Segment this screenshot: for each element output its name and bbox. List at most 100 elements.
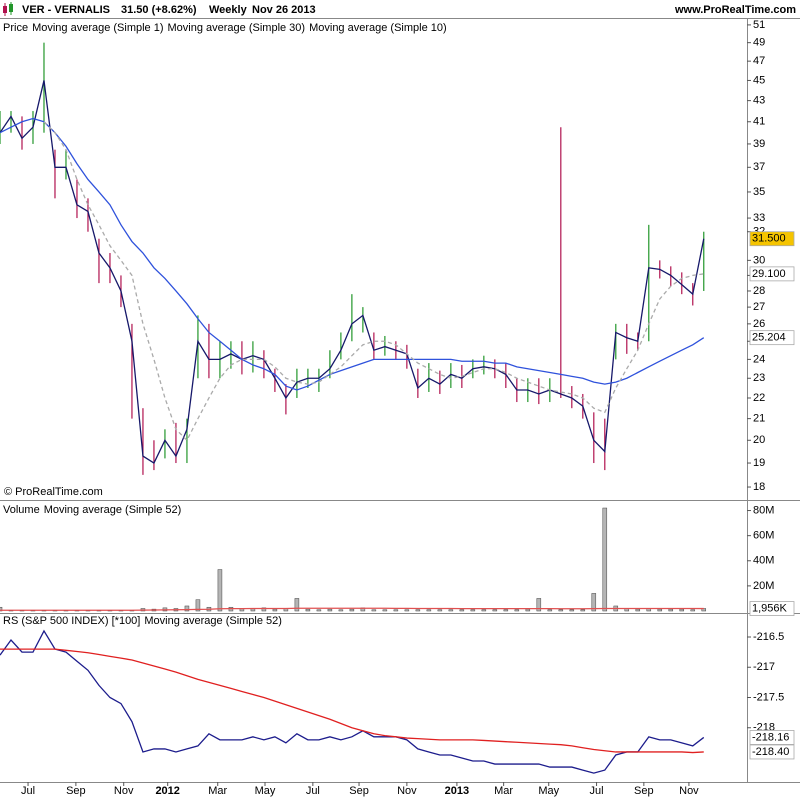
- y-tick-label: 80M: [753, 504, 774, 516]
- volume-bar: [503, 609, 509, 612]
- y-tick-label: -217: [753, 661, 775, 673]
- volume-bar: [536, 598, 542, 612]
- panel: 20M 40M 60M 80M 1,956K Volume Moving average (…: [0, 504, 795, 616]
- volume-bar: [580, 609, 586, 612]
- volume-bar: [459, 609, 465, 612]
- volume-bar: [305, 608, 311, 612]
- y-tick-label: 20: [753, 434, 765, 446]
- y-tick-label: 19: [753, 457, 765, 469]
- volume-bar: [448, 609, 454, 612]
- legend-entry: RS (S&P 500 INDEX) [*100]: [3, 615, 140, 627]
- date: Nov 26 2013: [252, 4, 316, 16]
- period: Weekly: [209, 4, 248, 16]
- y-tick-label: 49: [753, 37, 765, 49]
- volume-bar: [679, 608, 685, 612]
- x-tick-label: Jul: [21, 785, 35, 797]
- x-tick-label: May: [255, 785, 276, 797]
- legend-entry: Moving average (Simple 52): [144, 615, 282, 627]
- legend-entry: Moving average (Simple 1): [32, 22, 163, 34]
- x-tick-label: Mar: [208, 785, 227, 797]
- volume-bar: [371, 609, 377, 612]
- volume-bar: [481, 609, 487, 612]
- value-tag-label: -218.40: [752, 746, 789, 758]
- legend-entry: Moving average (Simple 52): [44, 504, 182, 516]
- x-tick-label: Mar: [494, 785, 513, 797]
- panel: 1819202122232425262728293032333537394143…: [0, 19, 795, 493]
- header-icon: [3, 2, 13, 16]
- y-tick-label: -217.5: [753, 691, 784, 703]
- y-tick-label: 23: [753, 372, 765, 384]
- y-tick-label: 27: [753, 301, 765, 313]
- volume-bar: [217, 569, 223, 612]
- y-tick-label: 41: [753, 116, 765, 128]
- volume-bar: [558, 609, 564, 612]
- y-tick-label: 24: [753, 353, 765, 365]
- y-tick-label: 39: [753, 138, 765, 150]
- y-tick-label: 35: [753, 186, 765, 198]
- value-tag: [749, 730, 795, 745]
- volume-bar: [316, 609, 322, 612]
- y-tick-label: 60M: [753, 530, 774, 542]
- volume-bar: [525, 608, 531, 612]
- volume-bar: [272, 608, 278, 612]
- symbol: VER - VERNALIS: [22, 4, 110, 16]
- y-tick-label: 51: [753, 19, 765, 31]
- volume-bar: [602, 507, 608, 612]
- volume-bar: [382, 609, 388, 612]
- y-tick-label: -216.5: [753, 631, 784, 643]
- y-tick-label: 47: [753, 55, 765, 67]
- volume-bar: [690, 609, 696, 612]
- volume-bar: [547, 609, 553, 612]
- x-tick-label: May: [538, 785, 559, 797]
- volume-bar: [294, 598, 300, 612]
- volume-bar: [404, 609, 410, 612]
- x-tick-label: Nov: [679, 785, 699, 797]
- series-line: [0, 629, 705, 774]
- value-tag: [749, 601, 795, 616]
- x-tick-label: Sep: [66, 785, 86, 797]
- value-tag-label: 31.500: [752, 233, 786, 245]
- series-line: [43, 121, 704, 442]
- x-tick-label: Nov: [114, 785, 134, 797]
- volume-bar: [195, 599, 201, 612]
- volume-bar: [415, 609, 421, 612]
- volume-bar: [514, 609, 520, 612]
- value-tag: [749, 231, 795, 247]
- y-tick-label: 45: [753, 74, 765, 86]
- series-line: [0, 80, 705, 464]
- volume-bar: [635, 608, 641, 612]
- legend-entry: Moving average (Simple 30): [168, 22, 306, 34]
- quote: 31.50 (+8.62%): [121, 4, 197, 16]
- series-line: [0, 648, 704, 754]
- value-tag-label: -218.16: [752, 731, 789, 743]
- site: www.ProRealTime.com: [674, 4, 796, 16]
- volume-bar: [657, 608, 663, 612]
- volume-bar: [327, 608, 333, 612]
- watermark: © ProRealTime.com: [4, 486, 103, 498]
- series-line: [0, 117, 705, 391]
- y-tick-label: 33: [753, 212, 765, 224]
- volume-bar: [349, 608, 355, 612]
- y-tick-label: 26: [753, 318, 765, 330]
- x-tick-label: Jul: [590, 785, 604, 797]
- x-tick-label: Sep: [634, 785, 654, 797]
- volume-bar: [569, 609, 575, 612]
- y-tick-label: 18: [753, 481, 765, 493]
- value-tag: [749, 330, 795, 346]
- series-line: [0, 607, 704, 611]
- volume-bar: [426, 609, 432, 612]
- y-tick-label: 28: [753, 285, 765, 297]
- volume-bar: [668, 608, 674, 612]
- legend-entry: Volume: [3, 504, 40, 516]
- volume-bar: [338, 609, 344, 612]
- volume-bar: [492, 609, 498, 612]
- value-tag: [749, 744, 795, 760]
- volume-bar: [437, 609, 443, 612]
- volume-bar: [393, 609, 399, 612]
- volume-bar: [591, 593, 597, 612]
- volume-bar: [701, 608, 707, 612]
- y-tick-label: 37: [753, 161, 765, 173]
